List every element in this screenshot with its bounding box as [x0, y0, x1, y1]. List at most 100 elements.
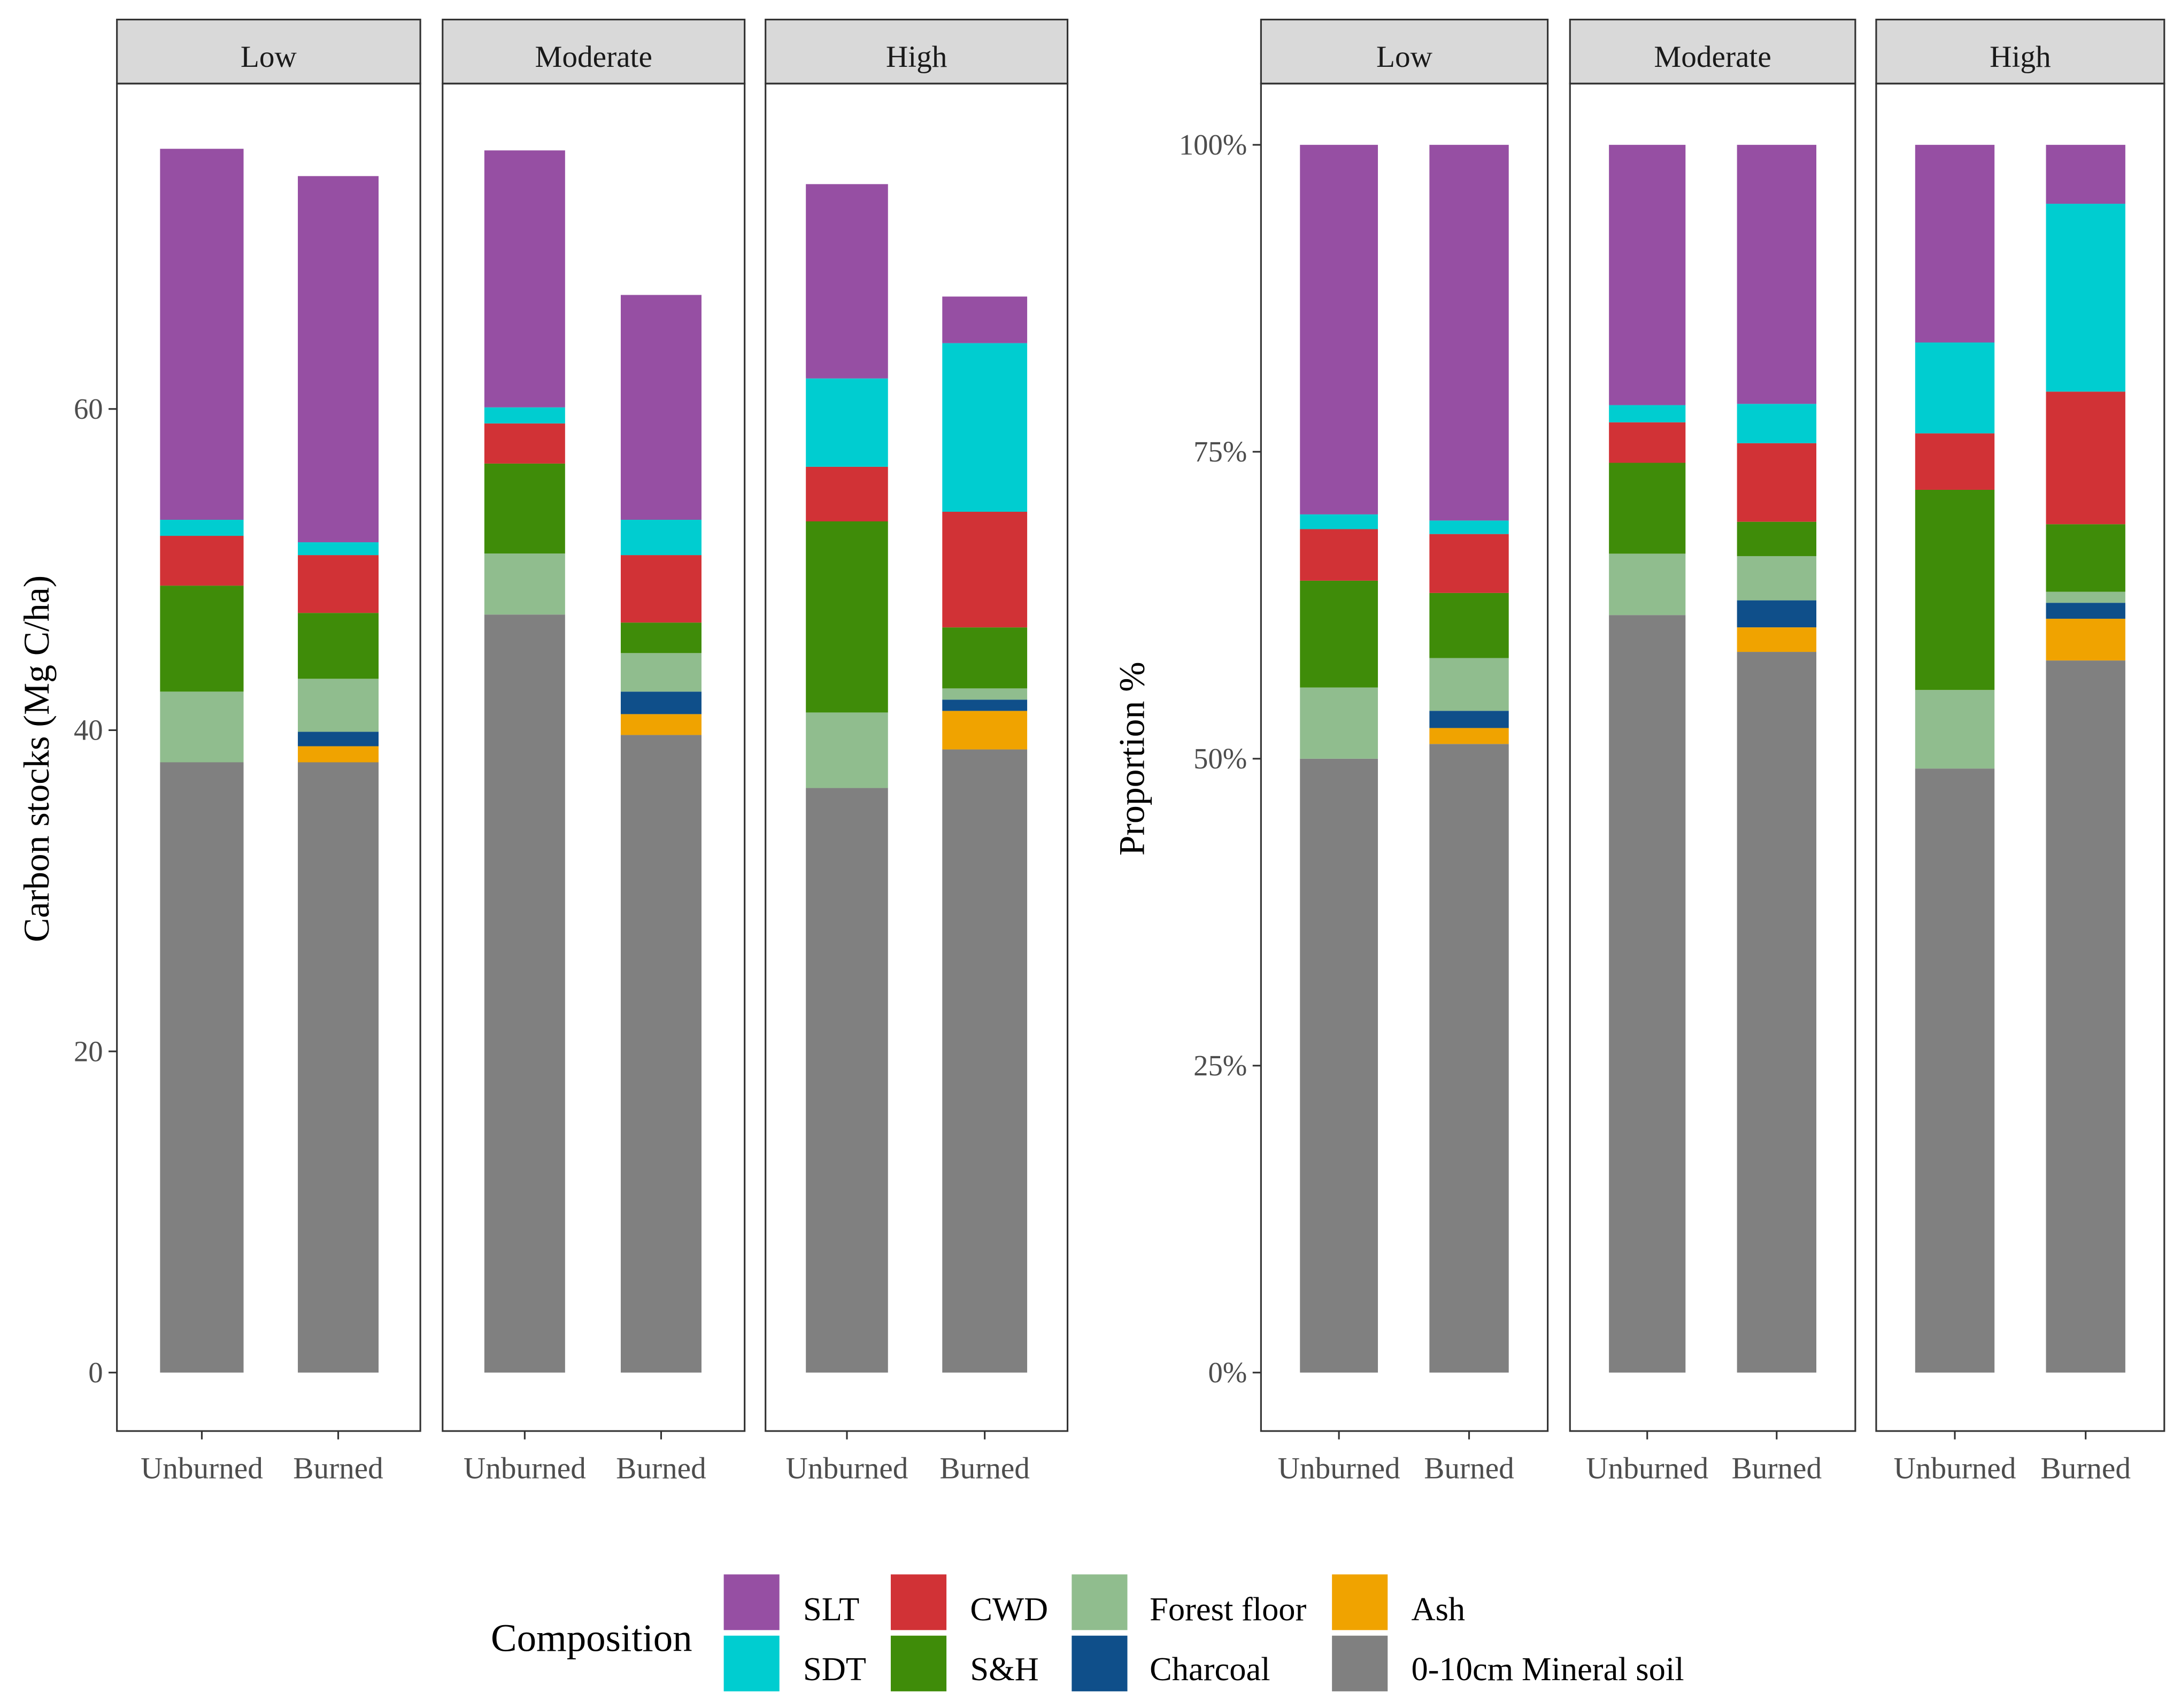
right-x-tick-label-moderate-burned: Burned	[1732, 1452, 1822, 1486]
left-y-tick-label-60: 60	[74, 393, 103, 425]
legend-swatch-ash	[1332, 1574, 1388, 1630]
right-bar-high-burned-slt	[2046, 144, 2125, 204]
left-x-tick-label-moderate-unburned: Unburned	[464, 1452, 586, 1486]
left-bar-high-unburned-forest-floor	[806, 712, 888, 788]
left-x-tick-label-high-burned: Burned	[939, 1452, 1030, 1486]
left-bar-high-burned-ash	[942, 711, 1028, 750]
right-facet-strip-low	[1260, 19, 1549, 84]
left-bar-low-burned-forest-floor	[298, 679, 379, 732]
right-bar-moderate-unburned-forest-floor	[1609, 553, 1686, 616]
right-y-tick-label-50: 50%	[1193, 742, 1247, 775]
right-facet-frame-low	[1260, 82, 1549, 1432]
right-bar-high-unburned-sdt	[1915, 342, 1995, 434]
right-bar-low-burned-ash	[1429, 728, 1509, 744]
left-bar-moderate-burned-slt	[620, 295, 702, 520]
legend-label-ash: Ash	[1412, 1590, 1466, 1628]
right-bar-high-burned-sdt	[2046, 204, 2125, 392]
right-facet-label-high: High	[1990, 40, 2051, 74]
left-facet-strip-low	[116, 19, 421, 84]
right-bar-low-unburned-s-h	[1300, 580, 1378, 688]
left-bar-low-unburned-0-10cm-mineral-soil	[160, 762, 244, 1373]
legend-label-forest-floor: Forest floor	[1150, 1590, 1306, 1628]
left-bar-high-unburned-0-10cm-mineral-soil	[806, 788, 888, 1373]
right-x-tick-label-high-unburned: Unburned	[1894, 1452, 2016, 1486]
left-bar-low-unburned-slt	[160, 149, 244, 520]
left-facet-strip-moderate	[442, 19, 746, 84]
legend-label-slt: SLT	[803, 1590, 859, 1628]
left-bar-moderate-unburned-0-10cm-mineral-soil	[484, 614, 565, 1373]
legend: Composition SLT SDT CWD S&H Forest floor…	[491, 1574, 1684, 1691]
right-bar-moderate-burned-s-h	[1737, 521, 1816, 556]
left-bar-moderate-unburned-s-h	[484, 463, 565, 554]
left-x-tick-label-moderate-burned: Burned	[616, 1452, 706, 1486]
left-chart-panel: 0 20 40 60 Low Unburned Burned Moderate Unburned…	[74, 19, 1069, 1486]
right-bar-high-unburned-slt	[1915, 144, 1995, 343]
right-facet-frame-moderate	[1569, 82, 1856, 1432]
left-y-axis-title: Carbon stocks (Mg C/ha)	[17, 575, 57, 942]
legend-label-charcoal: Charcoal	[1150, 1650, 1270, 1688]
right-bar-high-burned-cwd	[2046, 391, 2125, 525]
left-facet-frame-low	[116, 82, 421, 1432]
right-bar-low-burned-charcoal	[1429, 711, 1509, 728]
legend-label-sdt: SDT	[803, 1650, 866, 1688]
left-facet-label-low: Low	[241, 40, 297, 74]
legend-label-sh: S&H	[970, 1650, 1038, 1688]
right-bar-low-unburned-sdt	[1300, 514, 1378, 529]
right-bar-high-burned-charcoal	[2046, 603, 2125, 619]
right-x-tick-label-moderate-unburned: Unburned	[1586, 1452, 1708, 1486]
left-bar-moderate-burned-sdt	[620, 520, 702, 556]
left-bar-high-burned-forest-floor	[942, 688, 1028, 700]
left-x-tick-label-low-burned: Burned	[293, 1452, 383, 1486]
right-bar-low-burned-forest-floor	[1429, 658, 1509, 711]
right-bar-moderate-unburned-sdt	[1609, 405, 1686, 422]
legend-label-mineral-soil: 0-10cm Mineral soil	[1412, 1650, 1684, 1688]
left-bar-low-burned-charcoal	[298, 732, 379, 747]
right-bar-moderate-burned-sdt	[1737, 404, 1816, 443]
legend-swatch-cwd	[890, 1574, 947, 1630]
right-bar-high-burned-ash	[2046, 619, 2125, 661]
right-bar-moderate-burned-forest-floor	[1737, 556, 1816, 601]
left-bar-low-burned-0-10cm-mineral-soil	[298, 762, 379, 1373]
left-x-tick-label-high-unburned: Unburned	[785, 1452, 908, 1486]
right-bar-low-burned-cwd	[1429, 534, 1509, 593]
right-x-tick-label-high-burned: Burned	[2040, 1452, 2131, 1486]
legend-swatch-charcoal	[1072, 1635, 1128, 1691]
left-bar-moderate-unburned-forest-floor	[484, 553, 565, 615]
legend-label-cwd: CWD	[970, 1590, 1048, 1628]
right-bar-moderate-unburned-s-h	[1609, 463, 1686, 554]
right-bar-low-burned-slt	[1429, 144, 1509, 521]
legend-swatch-sdt	[723, 1635, 780, 1691]
legend-swatch-forest-floor	[1072, 1574, 1128, 1630]
right-bar-low-unburned-forest-floor	[1300, 687, 1378, 759]
left-bar-low-burned-ash	[298, 746, 379, 763]
left-bar-high-unburned-sdt	[806, 378, 888, 467]
legend-title: Composition	[491, 1616, 692, 1659]
left-bar-high-burned-s-h	[942, 627, 1028, 689]
right-bar-high-burned-s-h	[2046, 524, 2125, 592]
right-bar-low-unburned-slt	[1300, 144, 1378, 514]
right-bar-moderate-burned-slt	[1737, 144, 1816, 404]
left-bar-high-burned-sdt	[942, 343, 1028, 512]
right-facet-strip-high	[1875, 19, 2165, 84]
left-bar-moderate-burned-charcoal	[620, 691, 702, 714]
left-bar-high-unburned-s-h	[806, 521, 888, 713]
left-bar-moderate-burned-forest-floor	[620, 653, 702, 692]
right-facet-label-moderate: Moderate	[1654, 40, 1771, 74]
legend-swatch-slt	[723, 1574, 780, 1630]
right-bar-high-unburned-forest-floor	[1915, 690, 1995, 769]
right-bar-high-unburned-s-h	[1915, 489, 1995, 690]
right-bar-low-unburned-cwd	[1300, 529, 1378, 581]
right-bar-low-unburned-0-10cm-mineral-soil	[1300, 758, 1378, 1373]
right-chart-panel: 0% 25% 50% 75% 100% Low Unburned Burned Moderate…	[1179, 19, 2165, 1486]
right-bar-moderate-burned-charcoal	[1737, 600, 1816, 628]
left-bar-high-burned-charcoal	[942, 699, 1028, 711]
right-facet-frame-high	[1875, 82, 2165, 1432]
left-facet-frame-moderate	[442, 82, 746, 1432]
left-bar-high-unburned-cwd	[806, 466, 888, 522]
right-bar-moderate-unburned-cwd	[1609, 422, 1686, 463]
right-y-tick-label-75: 75%	[1193, 435, 1247, 468]
left-bar-moderate-burned-0-10cm-mineral-soil	[620, 735, 702, 1373]
right-bar-moderate-unburned-0-10cm-mineral-soil	[1609, 615, 1686, 1373]
